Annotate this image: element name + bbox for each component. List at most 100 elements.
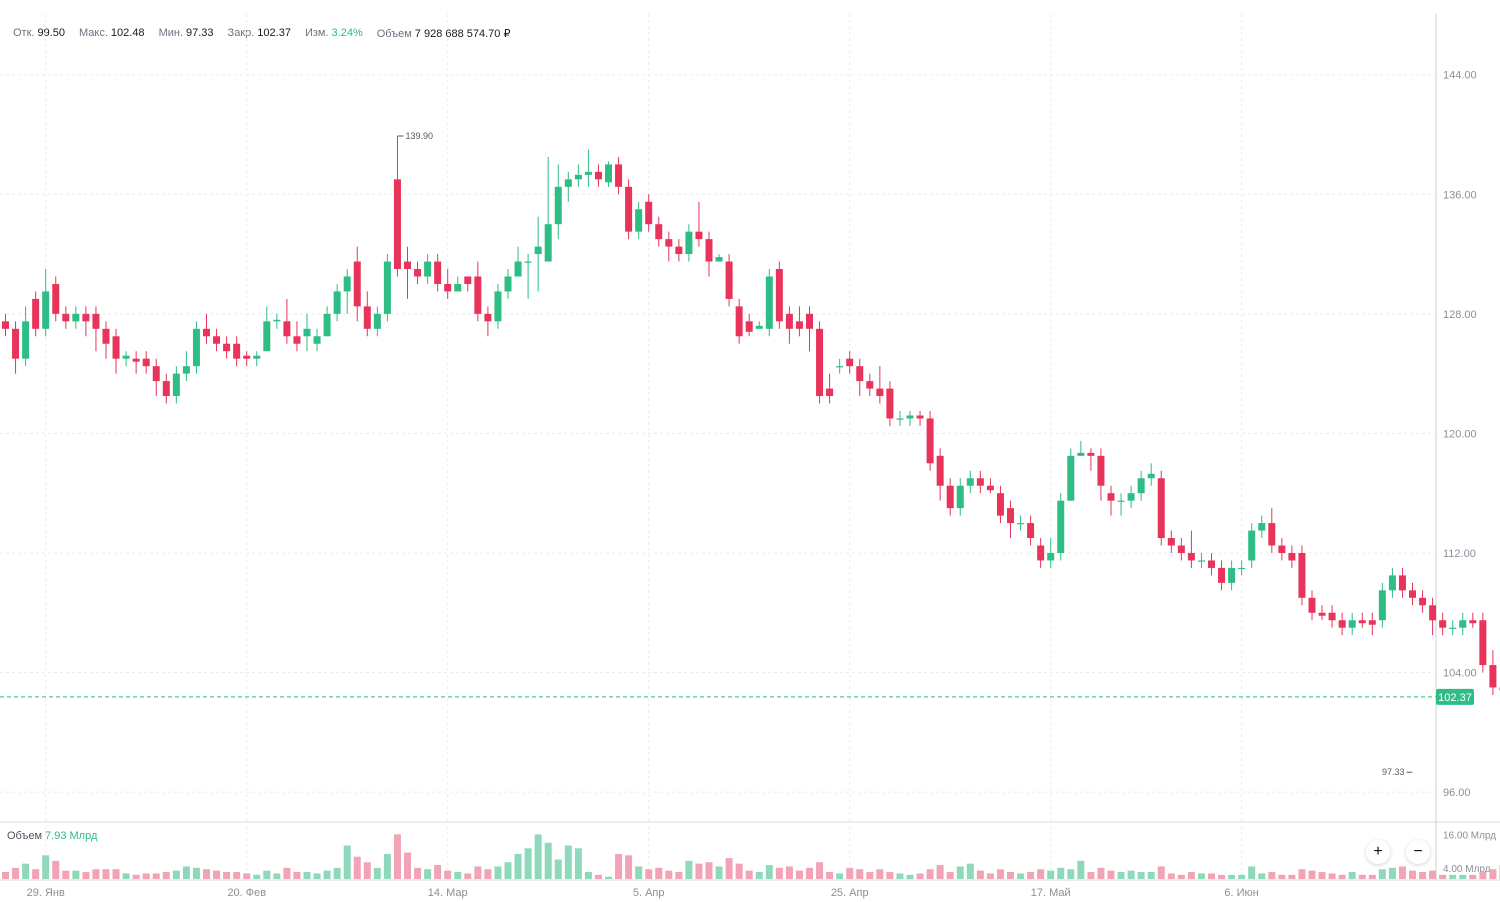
volume-bar bbox=[695, 863, 703, 879]
volume-bar bbox=[544, 842, 552, 879]
candle-body bbox=[1177, 545, 1185, 553]
candle bbox=[1208, 552, 1215, 576]
volume-bar bbox=[675, 872, 683, 879]
candle bbox=[685, 224, 693, 262]
candle bbox=[132, 351, 140, 374]
candle bbox=[2, 313, 9, 337]
candle-body bbox=[574, 174, 582, 180]
candle bbox=[1238, 560, 1246, 576]
candle bbox=[444, 269, 452, 299]
candle bbox=[695, 201, 703, 247]
candle-body bbox=[203, 328, 210, 337]
zoom-in-button[interactable]: + bbox=[1366, 840, 1390, 864]
volume-bar bbox=[966, 863, 974, 879]
volume-bar bbox=[1147, 872, 1155, 879]
volume-tick-label: 16.00 Млрд bbox=[1443, 830, 1496, 841]
candle bbox=[1147, 463, 1155, 486]
candle bbox=[122, 351, 130, 367]
candle bbox=[1127, 485, 1135, 509]
volume-bar bbox=[524, 848, 532, 879]
volume-bar bbox=[444, 870, 452, 879]
candle bbox=[906, 411, 914, 426]
candle-body bbox=[846, 358, 854, 367]
candle bbox=[353, 246, 361, 322]
volume-bar bbox=[1358, 874, 1366, 879]
legend-open: Отк. 99.50 bbox=[13, 27, 65, 39]
candle bbox=[42, 269, 50, 337]
volume-bar bbox=[645, 869, 653, 879]
volume-bar bbox=[1298, 869, 1306, 879]
candle-body bbox=[876, 388, 884, 397]
volume-bar bbox=[263, 870, 271, 879]
candle bbox=[956, 478, 964, 516]
candle-body bbox=[1047, 552, 1055, 561]
candle-body bbox=[534, 246, 542, 255]
last-price-label: 102.37 bbox=[1438, 692, 1472, 704]
candle bbox=[986, 478, 994, 494]
candle-body bbox=[1449, 627, 1457, 629]
candle bbox=[383, 254, 391, 322]
candle bbox=[534, 216, 542, 292]
volume-bar bbox=[353, 856, 361, 879]
candle-body bbox=[1459, 620, 1467, 628]
candle-body bbox=[514, 261, 522, 277]
candle-body bbox=[474, 276, 482, 314]
candle bbox=[474, 261, 482, 322]
candle bbox=[1489, 650, 1497, 695]
candle bbox=[12, 321, 20, 374]
last-price-tag bbox=[1436, 688, 1474, 705]
volume-bar bbox=[414, 867, 422, 879]
candle-body bbox=[856, 366, 864, 382]
candle-body bbox=[986, 485, 994, 491]
volume-bar bbox=[986, 873, 994, 879]
volume-bar bbox=[836, 873, 844, 879]
volume-tick-label: 4.00 Млрд bbox=[1443, 864, 1491, 875]
candle-body bbox=[1419, 597, 1427, 606]
candle bbox=[1469, 612, 1477, 628]
volume-bar bbox=[1137, 872, 1145, 879]
volume-bar bbox=[775, 867, 783, 879]
candle-body bbox=[404, 261, 411, 270]
candle-body bbox=[1409, 590, 1416, 598]
volume-bar bbox=[956, 866, 964, 879]
candle-body bbox=[725, 261, 733, 299]
candle-body bbox=[504, 276, 512, 292]
volume-bar bbox=[1328, 873, 1336, 879]
volume-bar bbox=[1218, 874, 1226, 879]
volume-bar bbox=[333, 867, 341, 879]
candle-body bbox=[1027, 523, 1035, 539]
volume-bar bbox=[393, 834, 401, 879]
candle bbox=[414, 261, 422, 284]
volume-bar bbox=[343, 845, 351, 879]
volume-bar bbox=[1007, 872, 1014, 879]
candle bbox=[846, 351, 854, 374]
candle bbox=[1218, 560, 1226, 591]
candle-body bbox=[454, 283, 462, 292]
candle-body bbox=[675, 246, 683, 255]
candle-body bbox=[1489, 665, 1497, 688]
candle bbox=[1368, 612, 1376, 636]
candle bbox=[1117, 493, 1125, 516]
candle-body bbox=[1037, 545, 1045, 561]
y-tick-label: 112.00 bbox=[1443, 548, 1476, 560]
candle bbox=[303, 313, 311, 352]
candle bbox=[1378, 582, 1386, 628]
volume-bar bbox=[182, 866, 190, 879]
candle bbox=[1328, 605, 1336, 628]
candle bbox=[162, 373, 170, 404]
volume-bar bbox=[1197, 873, 1205, 879]
candle bbox=[233, 336, 241, 367]
candle-body bbox=[293, 336, 301, 344]
zoom-out-button[interactable]: − bbox=[1406, 840, 1430, 864]
candle-body bbox=[1187, 552, 1195, 561]
candle-body bbox=[765, 276, 773, 329]
volume-bar bbox=[946, 872, 954, 879]
volume-bar bbox=[132, 874, 140, 879]
volume-bar bbox=[1238, 874, 1246, 879]
candle bbox=[1419, 590, 1427, 613]
candle-body bbox=[102, 328, 110, 344]
candle-body bbox=[544, 224, 552, 262]
candle bbox=[1017, 515, 1025, 531]
volume-bar bbox=[42, 855, 50, 879]
